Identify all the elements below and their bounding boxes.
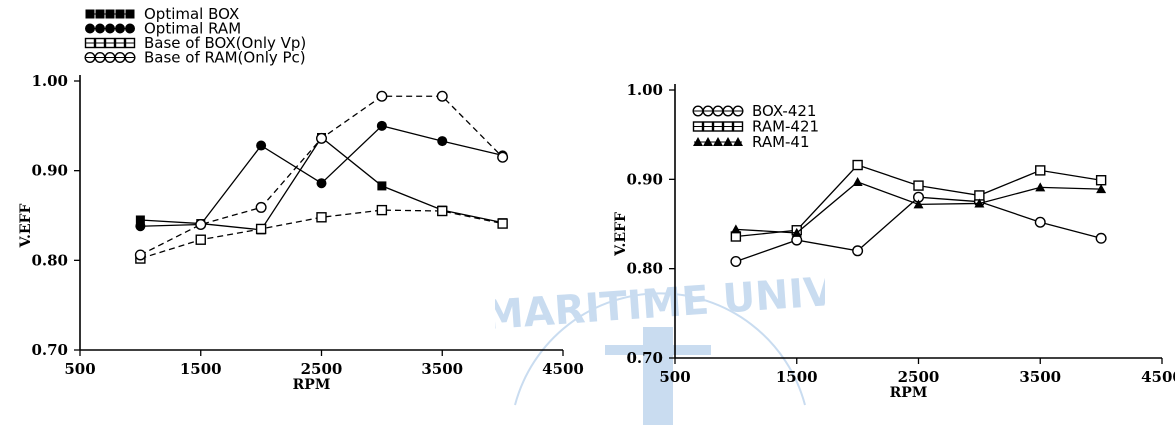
- data-point: [1095, 232, 1107, 244]
- data-point: [852, 245, 864, 257]
- x-tick-label: 3500: [421, 360, 463, 378]
- data-point: [255, 201, 267, 213]
- x-tick-label: 4500: [1141, 368, 1175, 386]
- y-tick-label: 0.80: [31, 251, 68, 269]
- data-point: [436, 90, 448, 102]
- data-point: [974, 198, 985, 208]
- legend-label: Base of RAM(Only Pc): [144, 49, 306, 67]
- y-tick-label: 1.00: [31, 72, 68, 90]
- data-point: [376, 204, 388, 216]
- data-point: [913, 199, 924, 209]
- legend-entry: RAM-41: [693, 133, 810, 151]
- data-point: [316, 178, 327, 189]
- legend-label: Base of BOX(Only Vp): [144, 34, 306, 52]
- legend-label: BOX-421: [752, 102, 816, 120]
- series-ram-41: [730, 177, 1107, 237]
- x-tick-label: 500: [64, 360, 95, 378]
- data-point: [256, 140, 267, 151]
- y-tick-label: 1.00: [626, 81, 663, 99]
- x-axis-label: RPM: [890, 385, 928, 401]
- x-tick-label: 1500: [180, 360, 222, 378]
- university-watermark: MARITIME UNIV: [495, 269, 825, 425]
- y-axis-label: V.EFF: [18, 204, 34, 249]
- series-line: [140, 95, 504, 256]
- data-point: [852, 159, 863, 171]
- series-base-of-box-only-vp: [135, 204, 508, 264]
- y-axis-label: V.EFF: [613, 212, 629, 257]
- legend-entry: BOX-421: [692, 102, 816, 120]
- legend-entry: Optimal RAM: [85, 20, 241, 38]
- data-point: [377, 181, 387, 191]
- data-point: [497, 151, 509, 163]
- data-point: [135, 215, 145, 225]
- x-tick-label: 2500: [301, 360, 343, 378]
- data-point: [316, 212, 327, 223]
- data-point: [135, 221, 146, 232]
- data-point: [730, 256, 742, 268]
- data-point: [195, 234, 206, 245]
- y-tick-label: 0.90: [626, 170, 663, 188]
- legend-label: RAM-421: [752, 118, 819, 136]
- data-point: [1096, 184, 1107, 194]
- data-point: [730, 224, 741, 234]
- data-point: [134, 249, 146, 261]
- x-tick-label: 500: [659, 368, 690, 386]
- data-point: [437, 136, 448, 147]
- series-base-of-ram-only-pc: [134, 90, 509, 261]
- legend-entry: RAM-421: [692, 118, 819, 136]
- y-tick-label: 0.70: [31, 341, 68, 359]
- data-point: [913, 180, 924, 191]
- y-tick-label: 0.70: [626, 349, 663, 367]
- legend-label: Optimal BOX: [144, 5, 239, 23]
- y-tick-label: 0.80: [626, 260, 663, 278]
- data-point: [195, 218, 207, 230]
- chart-1: 500 1500 2500 3500 4500 0.70 0.80 0.90 1.00 RPM V.…: [18, 5, 584, 393]
- legend-label: Optimal RAM: [144, 20, 241, 38]
- data-point: [437, 205, 448, 217]
- y-tick-label: 0.90: [31, 162, 68, 180]
- x-tick-label: 2500: [898, 368, 940, 386]
- x-tick-label: 4500: [542, 360, 584, 378]
- data-point: [316, 132, 328, 144]
- data-point: [1035, 165, 1046, 176]
- legend-entry: Optimal BOX: [85, 5, 239, 23]
- legend-entry: Base of RAM(Only Pc): [84, 49, 306, 67]
- x-tick-label: 1500: [776, 368, 818, 386]
- data-point: [255, 223, 267, 235]
- data-point: [1095, 175, 1107, 186]
- data-point: [852, 177, 863, 187]
- data-point: [497, 218, 508, 229]
- data-point: [791, 227, 802, 237]
- chart-2: 500 1500 2500 3500 4500 0.70 0.80 0.90 1.00 RPM V.…: [613, 81, 1175, 401]
- x-tick-label: 3500: [1019, 368, 1061, 386]
- x-axis-label: RPM: [293, 377, 331, 393]
- data-point: [1034, 216, 1046, 228]
- data-point: [376, 120, 387, 131]
- legend-label: RAM-41: [752, 133, 810, 151]
- data-point: [1035, 182, 1046, 192]
- legend-entry: Base of BOX(Only Vp): [84, 34, 306, 52]
- data-point: [376, 90, 388, 102]
